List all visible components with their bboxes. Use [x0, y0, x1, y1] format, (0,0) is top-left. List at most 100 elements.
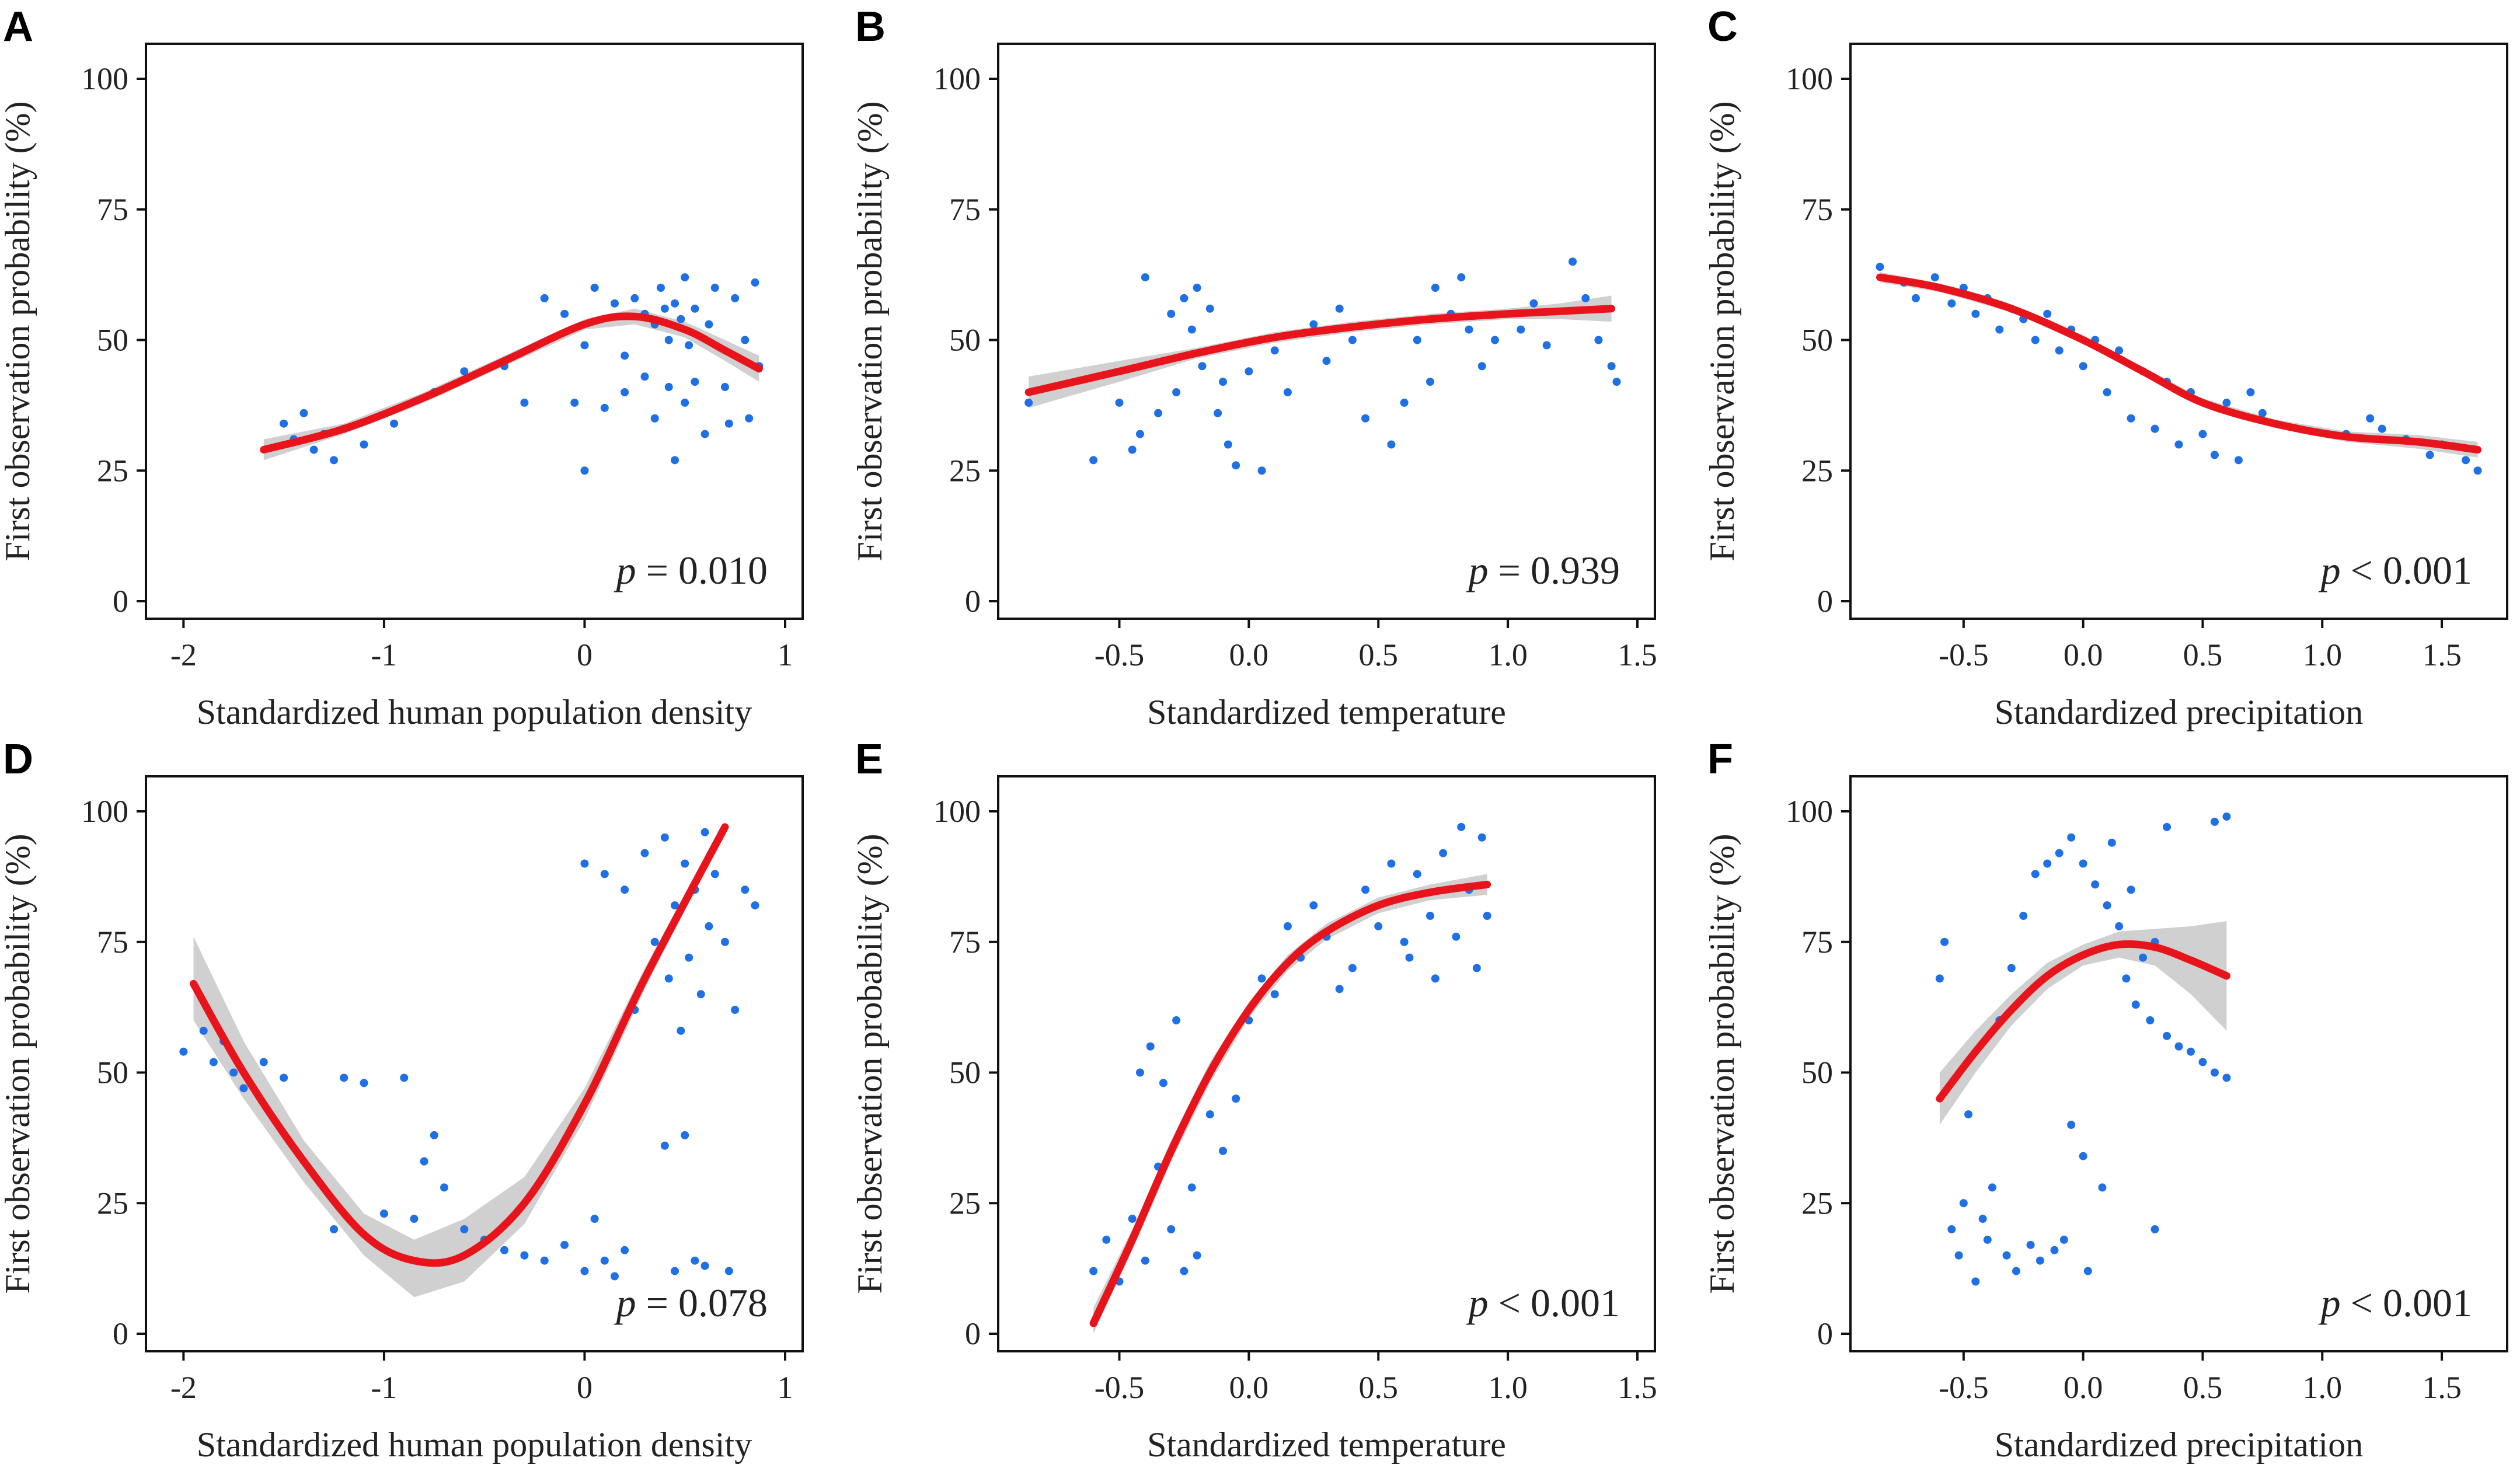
data-point — [696, 990, 705, 999]
data-point — [1232, 461, 1240, 470]
data-point — [1257, 466, 1266, 475]
y-tick-label: 50 — [1801, 323, 1833, 358]
panel-f: F 0 25 50 75 100 -0.5 0.0 0.5 1.0 1.5 Standardized … — [1703, 736, 2508, 1464]
x-tick-label: 0.0 — [1229, 637, 1269, 672]
data-point — [2055, 849, 2064, 857]
x-tick-label: 1.5 — [1618, 1370, 1657, 1405]
data-point — [2103, 901, 2111, 910]
panel-a: A 0 25 50 75 100 -2 -1 0 1 Standardized human popu… — [0, 4, 804, 731]
data-point — [664, 336, 673, 344]
data-point — [420, 1157, 428, 1166]
data-point — [1529, 299, 1538, 308]
data-point — [460, 367, 469, 376]
fit-line — [1024, 305, 1616, 396]
data-point — [2107, 838, 2116, 847]
data-point — [1136, 430, 1144, 438]
data-point — [664, 383, 673, 392]
panel-letter: C — [1707, 4, 1738, 50]
data-point — [1387, 440, 1396, 449]
data-point — [2079, 1152, 2087, 1160]
data-point — [660, 1141, 669, 1150]
plot-frame — [145, 43, 804, 620]
y-tick-label: 25 — [1801, 1185, 1833, 1221]
data-point — [2222, 1073, 2231, 1082]
data-point — [741, 885, 750, 894]
data-point — [640, 372, 649, 381]
x-axis-label: Standardized human population density — [197, 1425, 752, 1464]
data-point — [691, 1256, 699, 1265]
data-point — [1439, 849, 1448, 857]
data-point — [1413, 336, 1421, 344]
data-point — [621, 885, 629, 894]
data-point — [360, 1079, 368, 1087]
data-point — [1517, 325, 1525, 334]
data-point — [1348, 964, 1357, 972]
data-point — [1193, 284, 1201, 292]
data-point — [1971, 1277, 1980, 1286]
y-tick-label: 25 — [1801, 453, 1833, 488]
data-point — [1224, 440, 1232, 449]
data-point — [2163, 1031, 2172, 1040]
data-point — [2258, 409, 2267, 417]
data-point — [1187, 1183, 1196, 1192]
x-tick-label: 0 — [577, 637, 592, 672]
data-point — [1146, 1042, 1155, 1051]
data-point — [1232, 1094, 1240, 1103]
p-value-annotation: p = 0.939 — [1466, 548, 1620, 592]
data-point — [745, 414, 754, 423]
data-point — [1426, 912, 1434, 920]
x-tick-label: 0.5 — [2183, 1370, 2223, 1405]
data-point — [1180, 1267, 1188, 1275]
data-point — [410, 1215, 419, 1223]
y-tick-label: 0 — [113, 584, 128, 619]
data-point — [1141, 273, 1149, 282]
data-point — [2163, 822, 2172, 831]
data-point — [1612, 378, 1621, 386]
data-point — [1457, 273, 1466, 282]
data-point — [2366, 414, 2375, 423]
y-tick-label: 75 — [97, 192, 128, 227]
data-point — [1964, 1110, 1973, 1119]
data-point — [1219, 378, 1227, 386]
data-point — [2079, 362, 2087, 371]
plot-frame — [1849, 775, 2508, 1352]
data-point — [540, 294, 549, 302]
data-point — [1154, 409, 1163, 417]
data-point — [610, 1272, 619, 1281]
x-tick-label: -1 — [371, 1370, 397, 1405]
data-point — [299, 409, 308, 417]
panel-letter: D — [3, 736, 33, 783]
data-point — [1911, 294, 1920, 302]
data-point — [2059, 1235, 2068, 1244]
confidence-band — [1093, 874, 1487, 1334]
x-tick-label: 1.5 — [2422, 637, 2462, 672]
data-point — [1167, 1225, 1176, 1233]
y-tick-label: 100 — [1786, 794, 1833, 829]
data-point — [657, 284, 665, 292]
data-point — [1935, 974, 1944, 983]
data-point — [1431, 974, 1439, 983]
data-point — [2198, 430, 2207, 438]
panel-letter: F — [1707, 736, 1733, 783]
data-point — [1361, 414, 1370, 423]
data-point — [2031, 870, 2040, 878]
confidence-band — [1029, 295, 1612, 408]
data-point — [2083, 1267, 2092, 1275]
data-point — [1141, 1256, 1149, 1265]
confidence-band — [193, 821, 725, 1298]
data-point — [1322, 357, 1331, 365]
y-tick-label: 0 — [1817, 584, 1833, 619]
panel-d: D 0 25 50 75 100 -2 -1 0 1 Standardized human popu… — [0, 736, 804, 1464]
data-point — [440, 1183, 448, 1192]
data-point — [731, 1006, 740, 1014]
data-point — [1387, 859, 1396, 868]
data-point — [2186, 1047, 2195, 1056]
x-tick-label: 0.5 — [1359, 637, 1399, 672]
panel-letter: B — [855, 4, 886, 50]
data-point — [2127, 885, 2135, 894]
data-point — [2091, 880, 2100, 889]
data-point — [1198, 362, 1207, 371]
x-tick-label: 0.0 — [1229, 1370, 1269, 1405]
data-point — [1978, 1215, 1987, 1223]
data-point — [1348, 336, 1357, 344]
